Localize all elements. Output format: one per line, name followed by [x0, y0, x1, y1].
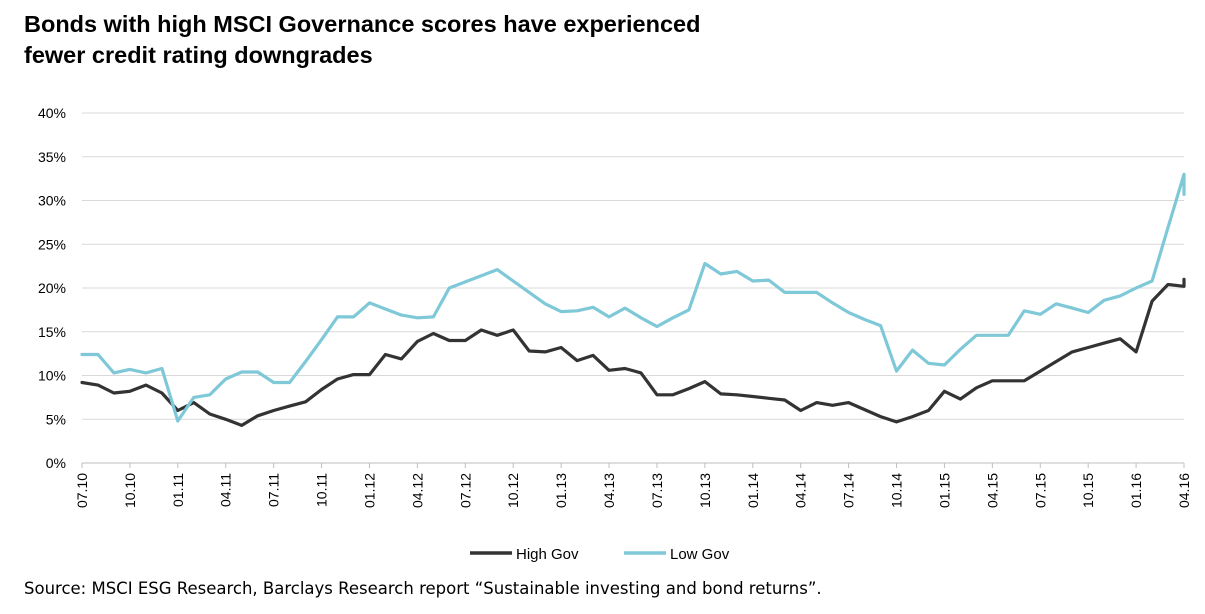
x-tick-label: 07.11: [266, 473, 282, 507]
x-tick-label: 04.13: [601, 473, 617, 508]
x-tick-label: 01.16: [1128, 473, 1144, 508]
legend-label: Low Gov: [670, 546, 730, 563]
y-tick-label: 25%: [38, 236, 66, 252]
series-line-low-gov: [80, 172, 1186, 423]
y-tick-label: 40%: [38, 105, 66, 121]
series-lines: [80, 172, 1186, 427]
x-tick-label: 07.14: [841, 473, 857, 508]
x-tick-label: 10.14: [889, 473, 905, 508]
chart-title: Bonds with high MSCI Governance scores h…: [24, 9, 924, 71]
x-tick-label: 10.12: [505, 473, 521, 508]
x-tick-label: 04.12: [409, 473, 425, 508]
legend-label: High Gov: [516, 546, 579, 563]
x-tick-label: 01.12: [361, 473, 377, 508]
x-tick-label: 01.11: [170, 473, 186, 507]
x-tick-label: 10.15: [1080, 473, 1096, 508]
x-tick-label: 07.15: [1032, 473, 1048, 508]
chart-title-line-1: Bonds with high MSCI Governance scores h…: [24, 11, 701, 37]
x-tick-label: 07.12: [457, 473, 473, 508]
source-note: Source: MSCI ESG Research, Barclays Rese…: [24, 579, 822, 598]
x-tick-label: 10.13: [697, 473, 713, 508]
chart-title-line-2: fewer credit rating downgrades: [24, 42, 373, 68]
x-tick-label: 01.14: [745, 473, 761, 508]
x-axis-ticks: 07.10 10.10 01.11 04.11 07.11 10.11 01.12 04.12…: [74, 463, 1192, 508]
y-tick-label: 0%: [46, 455, 66, 471]
x-tick-label: 04.14: [793, 473, 809, 508]
x-tick-label: 10.10: [122, 473, 138, 508]
y-tick-label: 10%: [38, 368, 66, 384]
x-tick-label: 04.15: [984, 473, 1000, 508]
x-tick-label: 10.11: [314, 473, 330, 507]
x-tick-label: 04.16: [1176, 473, 1192, 508]
y-axis-ticks: 0% 5% 10% 15% 20% 25% 30% 35% 40%: [38, 105, 66, 471]
x-tick-label: 01.13: [553, 473, 569, 508]
y-tick-label: 35%: [38, 149, 66, 165]
y-tick-label: 15%: [38, 324, 66, 340]
gridlines: [82, 112, 1184, 464]
x-tick-label: 07.13: [649, 473, 665, 508]
x-tick-label: 04.11: [218, 473, 234, 507]
x-tick-label: 01.15: [936, 473, 952, 508]
y-tick-label: 5%: [46, 411, 66, 427]
y-tick-label: 20%: [38, 280, 66, 296]
series-line-high-gov: [80, 277, 1186, 427]
y-tick-label: 30%: [38, 193, 66, 209]
legend: High Gov Low Gov: [470, 546, 730, 563]
x-tick-label: 07.10: [74, 473, 90, 508]
